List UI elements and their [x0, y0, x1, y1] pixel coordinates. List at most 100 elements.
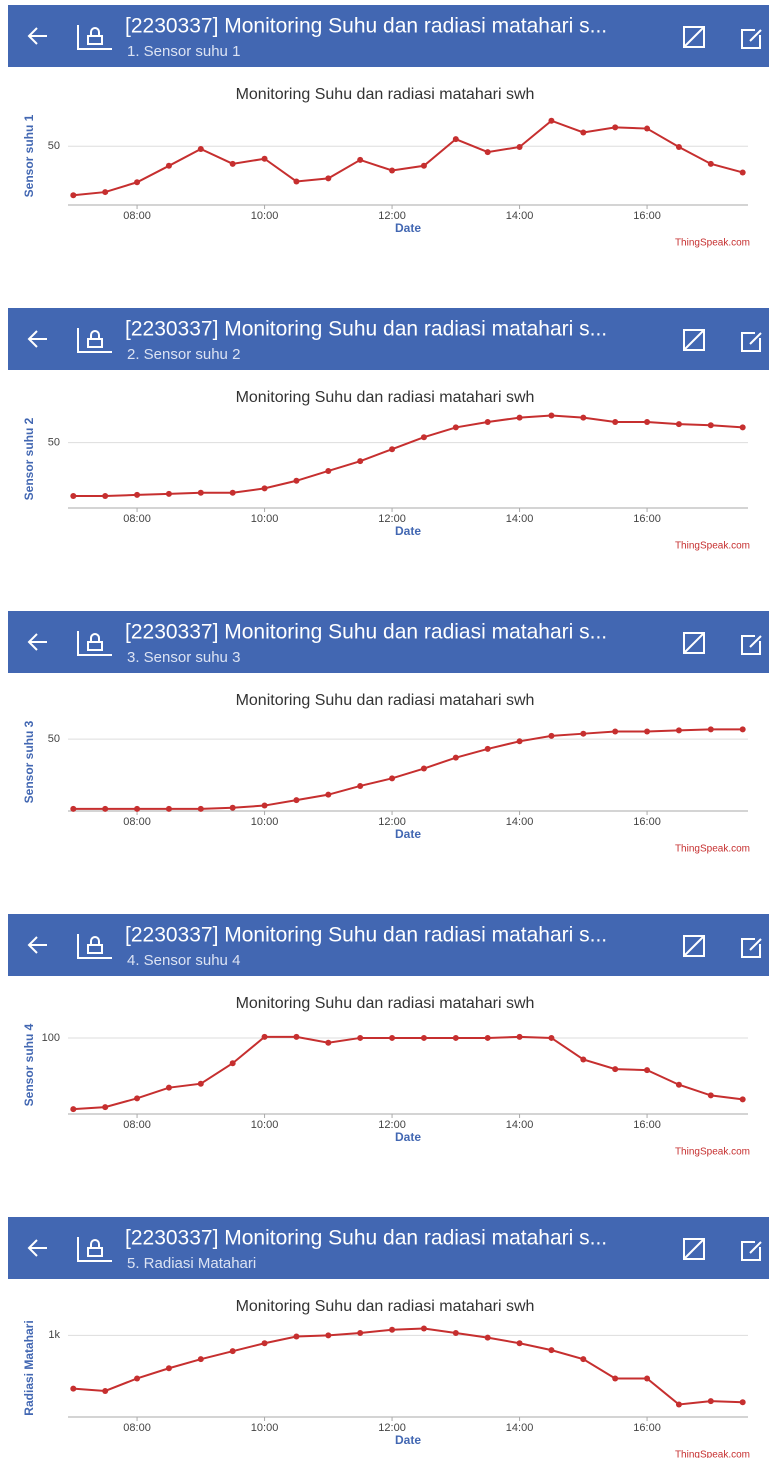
- data-point: [676, 727, 682, 733]
- data-point: [580, 1056, 586, 1062]
- data-point: [708, 1092, 714, 1098]
- data-point: [612, 419, 618, 425]
- data-point: [485, 149, 491, 155]
- y-tick-label: 50: [48, 733, 60, 745]
- data-point: [548, 1347, 554, 1353]
- data-point: [708, 1398, 714, 1404]
- data-point: [580, 415, 586, 421]
- data-point: [357, 783, 363, 789]
- x-tick-label: 16:00: [633, 816, 661, 828]
- data-point: [325, 1040, 331, 1046]
- credit[interactable]: ThingSpeak.com: [675, 238, 750, 249]
- data-point: [102, 1104, 108, 1110]
- data-point: [389, 1327, 395, 1333]
- x-axis-label: Date: [395, 1130, 421, 1144]
- data-point: [740, 169, 746, 175]
- data-point: [134, 1095, 140, 1101]
- data-point: [230, 805, 236, 811]
- data-point: [134, 492, 140, 498]
- data-point: [580, 129, 586, 135]
- data-line: [73, 121, 742, 195]
- data-point: [325, 1332, 331, 1338]
- data-point: [421, 1326, 427, 1332]
- header-title: [2230337] Monitoring Suhu dan radiasi ma…: [125, 1227, 607, 1250]
- data-point: [517, 144, 523, 150]
- data-point: [166, 491, 172, 497]
- data-point: [293, 797, 299, 803]
- data-point: [166, 1365, 172, 1371]
- data-point: [453, 1330, 459, 1336]
- data-point: [676, 1082, 682, 1088]
- data-point: [485, 1335, 491, 1341]
- credit[interactable]: ThingSpeak.com: [675, 541, 750, 552]
- data-point: [548, 1035, 554, 1041]
- header-title: [2230337] Monitoring Suhu dan radiasi ma…: [125, 621, 607, 644]
- x-tick-label: 10:00: [251, 210, 279, 222]
- header-subtitle: 4. Sensor suhu 4: [127, 952, 240, 969]
- data-point: [262, 803, 268, 809]
- y-axis-label: Radiasi Matahari: [22, 1320, 36, 1415]
- data-point: [485, 419, 491, 425]
- y-tick-label: 50: [48, 140, 60, 152]
- x-tick-label: 12:00: [378, 816, 406, 828]
- credit[interactable]: ThingSpeak.com: [675, 1450, 750, 1458]
- data-point: [230, 1060, 236, 1066]
- data-point: [230, 161, 236, 167]
- chart-title: Monitoring Suhu dan radiasi matahari swh: [236, 86, 535, 103]
- x-axis-label: Date: [395, 1433, 421, 1447]
- x-tick-label: 10:00: [251, 513, 279, 525]
- x-tick-label: 14:00: [506, 1422, 534, 1434]
- data-point: [134, 1375, 140, 1381]
- data-point: [70, 192, 76, 198]
- credit[interactable]: ThingSpeak.com: [675, 1147, 750, 1158]
- screen: [2230337] Monitoring Suhu dan radiasi ma…: [0, 0, 777, 1458]
- credit[interactable]: ThingSpeak.com: [675, 844, 750, 855]
- data-point: [102, 806, 108, 812]
- data-point: [293, 1034, 299, 1040]
- x-axis-label: Date: [395, 827, 421, 841]
- data-point: [262, 485, 268, 491]
- data-point: [580, 1356, 586, 1362]
- data-point: [421, 434, 427, 440]
- data-point: [262, 1340, 268, 1346]
- data-point: [421, 163, 427, 169]
- data-point: [70, 1386, 76, 1392]
- data-point: [325, 468, 331, 474]
- y-tick-label: 100: [42, 1032, 60, 1044]
- data-point: [740, 1399, 746, 1405]
- data-point: [453, 424, 459, 430]
- x-tick-label: 12:00: [378, 1119, 406, 1131]
- header-subtitle: 2. Sensor suhu 2: [127, 346, 240, 363]
- data-point: [517, 738, 523, 744]
- data-point: [389, 1035, 395, 1041]
- x-tick-label: 10:00: [251, 1119, 279, 1131]
- data-point: [517, 415, 523, 421]
- header-subtitle: 1. Sensor suhu 1: [127, 43, 240, 60]
- data-point: [166, 806, 172, 812]
- data-point: [612, 124, 618, 130]
- data-point: [708, 161, 714, 167]
- chart-title: Monitoring Suhu dan radiasi matahari swh: [236, 389, 535, 406]
- data-point: [230, 490, 236, 496]
- data-point: [293, 178, 299, 184]
- x-tick-label: 10:00: [251, 816, 279, 828]
- data-point: [134, 179, 140, 185]
- data-point: [102, 1388, 108, 1394]
- x-tick-label: 10:00: [251, 1422, 279, 1434]
- data-point: [262, 156, 268, 162]
- data-point: [134, 806, 140, 812]
- data-point: [389, 446, 395, 452]
- y-axis-label: Sensor suhu 2: [22, 417, 36, 500]
- y-axis-label: Sensor suhu 3: [22, 720, 36, 803]
- data-point: [421, 766, 427, 772]
- y-tick-label: 50: [48, 437, 60, 449]
- data-point: [548, 118, 554, 124]
- data-point: [102, 189, 108, 195]
- data-point: [389, 168, 395, 174]
- x-tick-label: 12:00: [378, 210, 406, 222]
- x-tick-label: 16:00: [633, 1422, 661, 1434]
- chart-title: Monitoring Suhu dan radiasi matahari swh: [236, 692, 535, 709]
- data-point: [453, 1035, 459, 1041]
- data-point: [198, 146, 204, 152]
- data-point: [612, 1066, 618, 1072]
